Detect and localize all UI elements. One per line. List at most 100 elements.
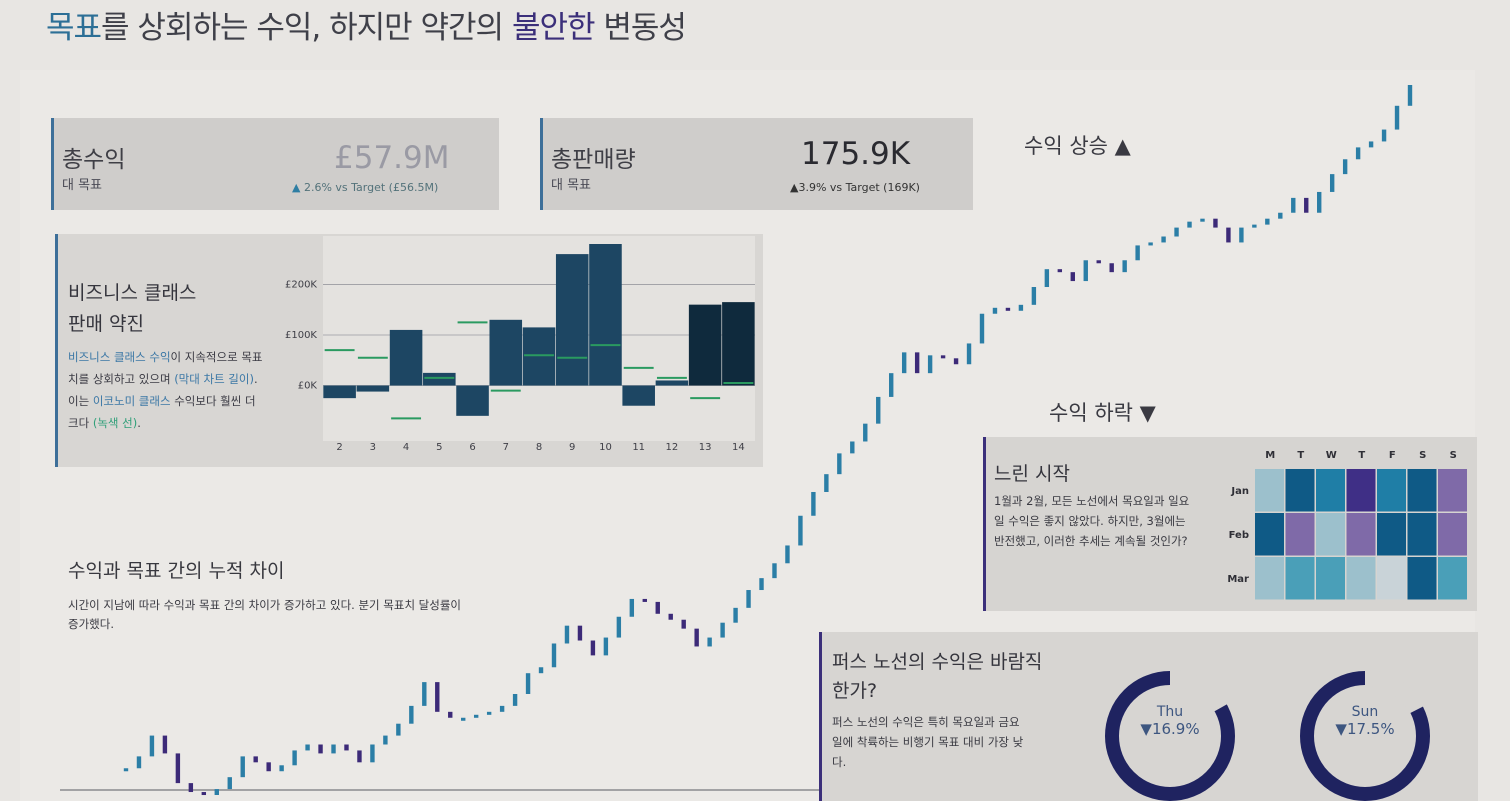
bar [323, 385, 356, 399]
page-title: 목표를 상회하는 수익, 하지만 약간의 불안한 변동성 [46, 10, 687, 46]
waterfall-bar [409, 705, 414, 724]
waterfall-bar [331, 744, 336, 754]
waterfall-bar [940, 355, 946, 359]
heatmap-cell [1255, 469, 1284, 512]
waterfall-bar [201, 792, 207, 796]
waterfall-bar [850, 441, 855, 454]
donut-value: ▼16.9% [1140, 720, 1200, 738]
heatmap-cell [1285, 513, 1315, 556]
revenue-up-label: 수익 상승 ▲ [1024, 134, 1131, 158]
waterfall-bar [370, 744, 375, 763]
waterfall-bar [435, 682, 440, 712]
waterfall-bar [253, 756, 258, 763]
waterfall-bar [1226, 227, 1231, 243]
waterfall-bar [1252, 224, 1257, 228]
waterfall-bar [1083, 260, 1088, 282]
waterfall-bar [1174, 227, 1179, 237]
waterfall-bar [1057, 269, 1063, 273]
y-tick-label: £100K [285, 330, 317, 341]
waterfall-bar [227, 777, 232, 790]
waterfall-bar [642, 598, 647, 602]
heatmap-col-label: S [1450, 450, 1457, 461]
waterfall-bar [785, 545, 790, 564]
heatmap-col-label: T [1358, 450, 1365, 461]
waterfall-bar [927, 355, 933, 374]
heatmap-row-label: Feb [1229, 530, 1249, 541]
waterfall-bar [240, 756, 245, 778]
waterfall-bar [525, 673, 531, 694]
waterfall-bar [136, 756, 142, 769]
heatmap-cell [1285, 469, 1315, 512]
heatmap-cell [1438, 513, 1467, 556]
waterfall-bar [901, 352, 907, 374]
kpi-total-sales: 총판매량 대 목표 175.9K ▲3.9% vs Target (169K) [540, 118, 973, 210]
kpi-value: £57.9M [334, 140, 450, 176]
waterfall-bar [473, 714, 479, 718]
waterfall-bar [655, 601, 660, 614]
waterfall-bar [1265, 218, 1270, 225]
donut-day: Sun [1351, 704, 1379, 720]
perth-route-panel: 퍼스 노선의 수익은 바람직한가? 퍼스 노선의 수익은 특히 목요일과 금요일… [819, 632, 1478, 801]
x-tick-label: 6 [469, 442, 475, 453]
kpi-sub: 대 목표 [62, 178, 103, 193]
donut-value: ▼17.5% [1335, 720, 1395, 738]
waterfall-bar [1381, 129, 1387, 142]
business-heading: 비즈니스 클래스 판매 약진 [68, 282, 197, 335]
waterfall-bar [1070, 272, 1075, 282]
waterfall-bar [798, 515, 803, 546]
waterfall-bar [422, 682, 427, 706]
waterfall-bar [1109, 263, 1114, 273]
waterfall-bar [123, 768, 129, 772]
business-class-chart: £0K £100K £200K 2 3 4 5 6 7 8 9 10 11 12 13 14 [285, 236, 755, 453]
waterfall-bar [486, 711, 492, 715]
bar [489, 319, 523, 386]
waterfall-bar [162, 735, 168, 754]
heatmap-cell [1438, 469, 1467, 512]
waterfall-bar [1200, 218, 1205, 222]
heatmap-cell [1438, 557, 1467, 600]
heatmap-col-label: M [1265, 450, 1275, 461]
bar [622, 385, 655, 406]
donut-thu-label: Thu ▼16.9% [1130, 704, 1210, 738]
weekday-heatmap: M T W T F S S Jan Feb Mar [1227, 450, 1467, 600]
waterfall-bar [1368, 141, 1374, 148]
kpi-delta: ▲3.9% vs Target (169K) [790, 181, 920, 194]
heatmap-cell [1255, 513, 1284, 556]
heatmap-row-label: Jan [1230, 486, 1249, 497]
perth-heading: 퍼스 노선의 수익은 바람직한가? [832, 651, 1043, 702]
kpi-value: 175.9K [801, 136, 911, 172]
waterfall-bar [1005, 307, 1011, 311]
slow-start-heading: 느린 시작 [994, 463, 1070, 485]
donut-gap [1104, 670, 1236, 801]
donut-sun-label: Sun ▼17.5% [1325, 704, 1405, 738]
waterfall-bar [616, 616, 622, 638]
waterfall-bar [733, 607, 738, 623]
waterfall-bar [149, 735, 155, 757]
heatmap-cell [1377, 469, 1406, 512]
x-tick-label: 12 [666, 442, 679, 453]
waterfall-bar [1304, 197, 1309, 213]
waterfall-bar [1122, 260, 1127, 273]
heatmap-cell [1407, 469, 1437, 512]
heatmap-cell [1346, 513, 1376, 556]
donut-day: Thu [1156, 704, 1184, 720]
waterfall-bar [1317, 191, 1322, 213]
bar [522, 327, 556, 386]
waterfall-bar [603, 637, 609, 656]
waterfall-bar [811, 491, 816, 516]
waterfall-bar [1135, 245, 1140, 261]
waterfall-bar [448, 711, 453, 718]
waterfall-bar [953, 358, 959, 365]
waterfall-bar [214, 789, 219, 795]
waterfall-bar [824, 474, 829, 492]
heatmap-cell [1407, 557, 1437, 600]
waterfall-bar [318, 744, 323, 754]
waterfall-bar [357, 750, 362, 763]
waterfall-bar [577, 625, 583, 641]
waterfall-bar [889, 373, 894, 397]
kpi-label: 총판매량 [551, 147, 636, 173]
heatmap-cell [1316, 557, 1345, 600]
donut-charts [1104, 670, 1431, 801]
heatmap-cell [1377, 557, 1406, 600]
waterfall-bar [1355, 147, 1361, 160]
